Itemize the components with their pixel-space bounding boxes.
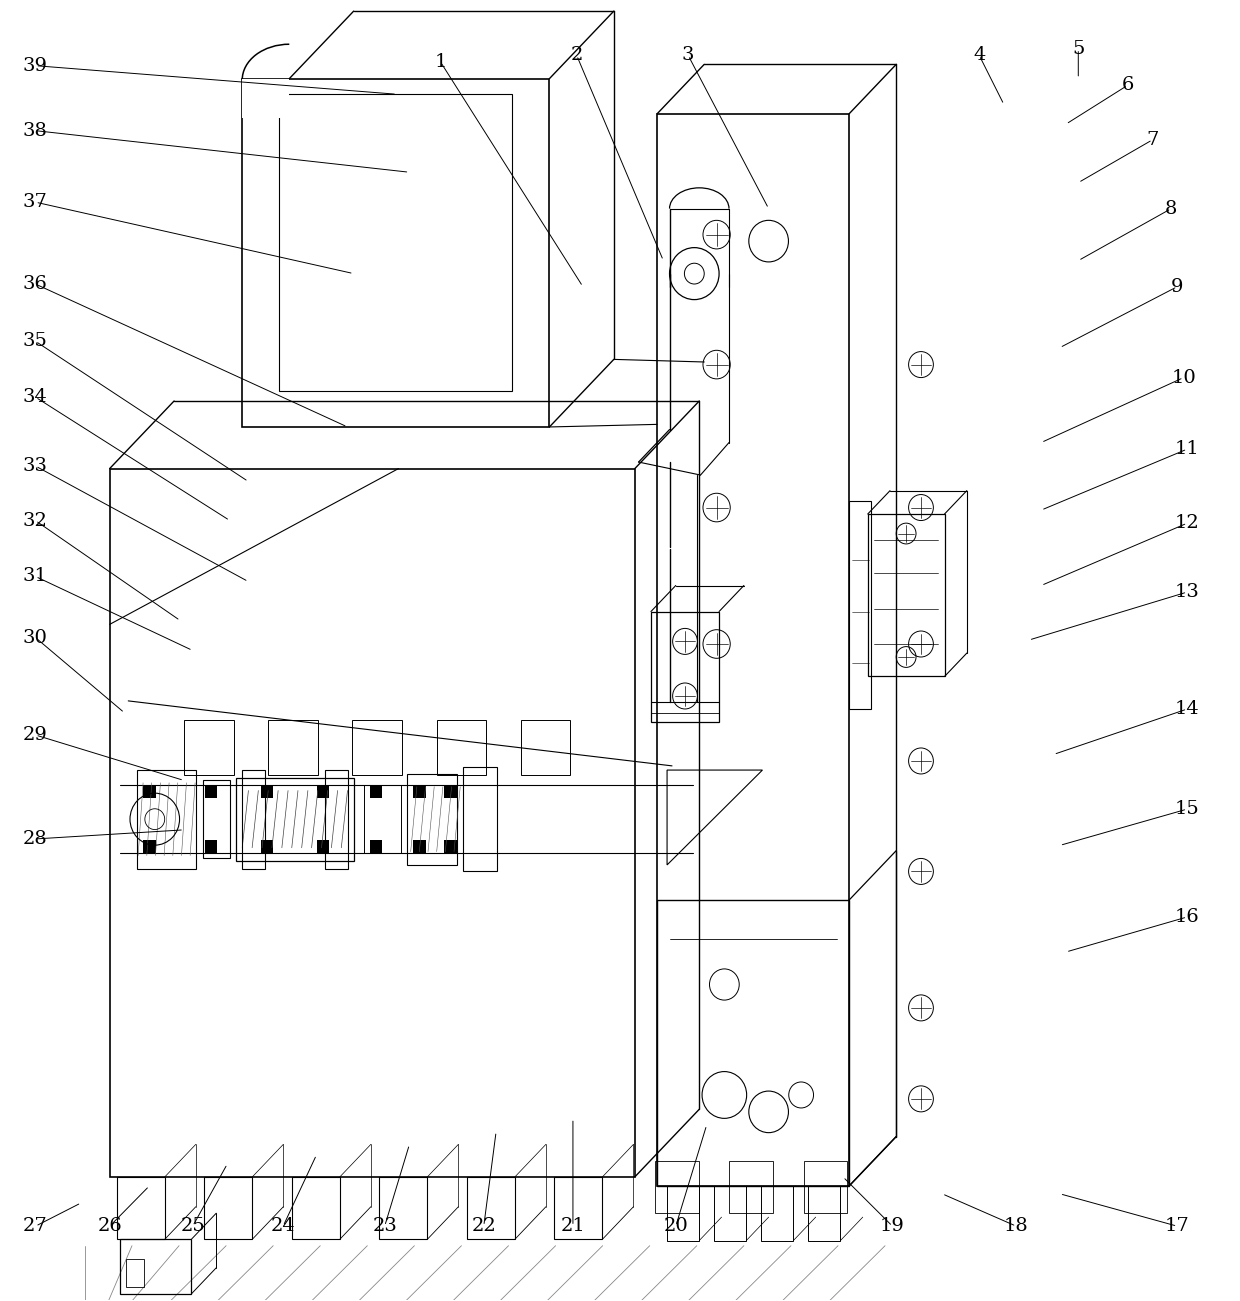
Bar	[143, 786, 155, 799]
Bar	[657, 113, 849, 1187]
Bar	[352, 721, 402, 775]
Text: 7: 7	[1147, 131, 1159, 148]
Bar	[714, 1187, 746, 1241]
Bar	[521, 721, 570, 775]
Bar	[463, 768, 497, 872]
Bar	[119, 1240, 191, 1293]
Bar	[657, 900, 849, 1187]
Bar	[444, 840, 456, 853]
Bar	[363, 786, 401, 853]
Text: 8: 8	[1166, 199, 1177, 217]
Bar	[554, 1177, 603, 1240]
Text: 24: 24	[270, 1218, 295, 1235]
Bar	[125, 1259, 144, 1287]
Text: 11: 11	[1176, 440, 1199, 458]
Text: 28: 28	[24, 830, 48, 848]
Bar	[761, 1187, 794, 1241]
Text: 29: 29	[22, 726, 48, 744]
Text: 6: 6	[1122, 77, 1135, 94]
Text: 18: 18	[1004, 1218, 1029, 1235]
Bar	[868, 514, 945, 677]
Text: 30: 30	[22, 628, 48, 647]
Text: 17: 17	[1166, 1218, 1189, 1235]
Bar	[655, 1162, 698, 1214]
Bar	[205, 840, 217, 853]
Bar	[117, 1177, 165, 1240]
Bar	[413, 786, 425, 799]
Text: 27: 27	[24, 1218, 48, 1235]
Text: 23: 23	[372, 1218, 397, 1235]
Text: 16: 16	[1176, 908, 1199, 926]
Bar	[379, 1177, 428, 1240]
Bar	[407, 774, 456, 865]
Bar	[444, 786, 456, 799]
Text: 32: 32	[22, 511, 48, 530]
Text: 5: 5	[1073, 40, 1085, 57]
Bar	[325, 770, 347, 869]
Bar	[466, 1177, 515, 1240]
Bar	[849, 501, 872, 709]
Text: 26: 26	[97, 1218, 122, 1235]
Bar	[804, 1162, 847, 1214]
Text: 37: 37	[22, 193, 48, 211]
Bar	[370, 840, 382, 853]
Bar	[667, 1187, 699, 1241]
Bar	[279, 94, 512, 390]
Text: 21: 21	[560, 1218, 585, 1235]
Text: 13: 13	[1174, 583, 1200, 601]
Text: 25: 25	[180, 1218, 205, 1235]
Bar	[242, 78, 289, 117]
Text: 12: 12	[1176, 514, 1199, 532]
Bar	[205, 786, 217, 799]
Bar	[109, 468, 635, 1177]
Bar	[729, 1162, 773, 1214]
Bar	[316, 840, 329, 853]
Text: 3: 3	[682, 47, 694, 64]
Text: 31: 31	[22, 567, 48, 585]
Bar	[413, 840, 425, 853]
Bar	[184, 721, 233, 775]
Text: 20: 20	[663, 1218, 688, 1235]
Bar	[242, 770, 264, 869]
Bar	[436, 721, 486, 775]
Text: 2: 2	[570, 47, 583, 64]
Bar	[242, 78, 549, 427]
Text: 9: 9	[1171, 277, 1184, 295]
Text: 4: 4	[973, 47, 986, 64]
Bar	[370, 786, 382, 799]
Bar	[143, 840, 155, 853]
Text: 38: 38	[22, 122, 48, 139]
Bar	[808, 1187, 841, 1241]
Bar	[202, 781, 229, 859]
Text: 34: 34	[22, 388, 48, 406]
Text: 36: 36	[22, 275, 48, 293]
Text: 22: 22	[471, 1218, 496, 1235]
Text: 33: 33	[22, 457, 48, 475]
Text: 19: 19	[880, 1218, 905, 1235]
Text: 35: 35	[22, 332, 48, 350]
Text: 15: 15	[1176, 800, 1199, 818]
Bar	[236, 778, 353, 861]
Bar	[316, 786, 329, 799]
Text: 10: 10	[1172, 368, 1195, 386]
Text: 39: 39	[22, 57, 48, 74]
Bar	[291, 1177, 340, 1240]
Text: 14: 14	[1176, 700, 1199, 718]
Bar	[651, 611, 719, 722]
Bar	[205, 1177, 253, 1240]
Bar	[136, 770, 196, 869]
Text: 1: 1	[434, 53, 446, 70]
Bar	[260, 786, 273, 799]
Bar	[268, 721, 317, 775]
Bar	[260, 840, 273, 853]
